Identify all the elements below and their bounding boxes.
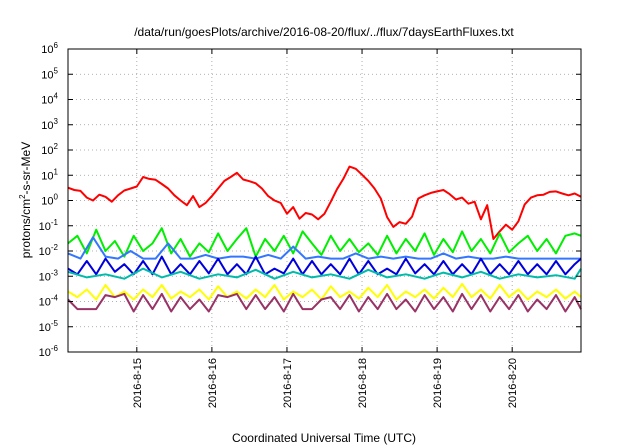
y-tick-label-exp: -4 <box>51 294 59 303</box>
y-tick-label: 102 <box>41 142 58 157</box>
y-tick-label-base: 10 <box>39 347 51 359</box>
y-tick-label-base: 10 <box>39 322 51 334</box>
series-line-1 <box>67 165 582 240</box>
x-tick-label: 2016-8-15 <box>132 358 144 408</box>
y-tick-label: 10-4 <box>39 294 59 309</box>
y-axis-label-rest: -s-sr-MeV <box>19 142 33 195</box>
series-line-5 <box>67 267 582 280</box>
y-tick-label-exp: 0 <box>54 193 59 202</box>
series-line-4 <box>67 255 582 276</box>
series-line-2 <box>67 227 582 258</box>
grid <box>68 49 581 352</box>
y-tick-label-base: 10 <box>41 145 53 157</box>
x-tick-label: 2016-8-19 <box>432 358 444 408</box>
y-tick-label-base: 10 <box>41 69 53 81</box>
y-tick-label-base: 10 <box>39 297 51 309</box>
x-tick-label: 2016-8-16 <box>207 358 219 408</box>
y-tick-label-base: 10 <box>41 196 53 208</box>
series-line-7 <box>67 292 582 313</box>
y-tick-label-exp: -5 <box>51 319 59 328</box>
y-tick-label-base: 10 <box>41 170 53 182</box>
y-tick-label: 101 <box>41 167 58 182</box>
y-tick-label: 10-6 <box>39 344 59 359</box>
y-tick-label-base: 10 <box>39 271 51 283</box>
chart-title: /data/run/goesPlots/archive/2016-08-20/f… <box>134 25 514 39</box>
y-tick-label: 10-2 <box>39 243 59 258</box>
y-tick-label: 106 <box>41 41 58 56</box>
y-axis-label-base: protons/cm <box>19 199 33 258</box>
y-tick-label: 10-3 <box>39 268 59 283</box>
series-layer <box>67 165 582 313</box>
y-tick-label-base: 10 <box>39 221 51 233</box>
y-tick-label-exp: -6 <box>51 344 59 353</box>
y-tick-label: 103 <box>41 117 58 132</box>
series-line-6 <box>67 282 582 301</box>
y-tick-label-exp: 2 <box>54 142 59 151</box>
y-tick-label: 104 <box>41 92 58 107</box>
y-tick-label: 10-5 <box>39 319 59 334</box>
y-axis-label-sup: 2 <box>18 194 27 199</box>
y-tick-label-exp: 3 <box>54 117 59 126</box>
y-tick-label-exp: 1 <box>54 167 59 176</box>
y-tick-label-base: 10 <box>39 246 51 258</box>
y-tick-label-exp: -2 <box>51 243 59 252</box>
y-tick-label-exp: 5 <box>54 66 59 75</box>
y-tick-label-base: 10 <box>41 44 53 56</box>
y-tick-label: 10-1 <box>39 218 59 233</box>
series-line-3 <box>67 236 581 260</box>
y-tick-label-exp: 6 <box>54 41 59 50</box>
x-tick-label: 2016-8-17 <box>282 358 294 408</box>
y-tick-label: 100 <box>41 193 58 208</box>
y-tick-label-base: 10 <box>41 95 53 107</box>
x-axis: 2016-8-15 2016-8-16 2016-8-17 2016-8-18 2016… <box>132 49 519 408</box>
y-tick-label-base: 10 <box>41 120 53 132</box>
x-tick-label: 2016-8-18 <box>357 358 369 408</box>
x-tick-label: 2016-8-20 <box>507 358 519 408</box>
y-tick-label-exp: -3 <box>51 268 59 277</box>
y-axis: 10610510410310210110010-110-210-310-410-… <box>39 41 581 359</box>
y-axis-label: protons/cm2-s-sr-MeV <box>18 142 33 258</box>
x-axis-label: Coordinated Universal Time (UTC) <box>232 431 416 445</box>
y-tick-label-exp: 4 <box>54 92 59 101</box>
y-tick-label-exp: -1 <box>51 218 59 227</box>
y-tick-label: 105 <box>41 66 58 81</box>
